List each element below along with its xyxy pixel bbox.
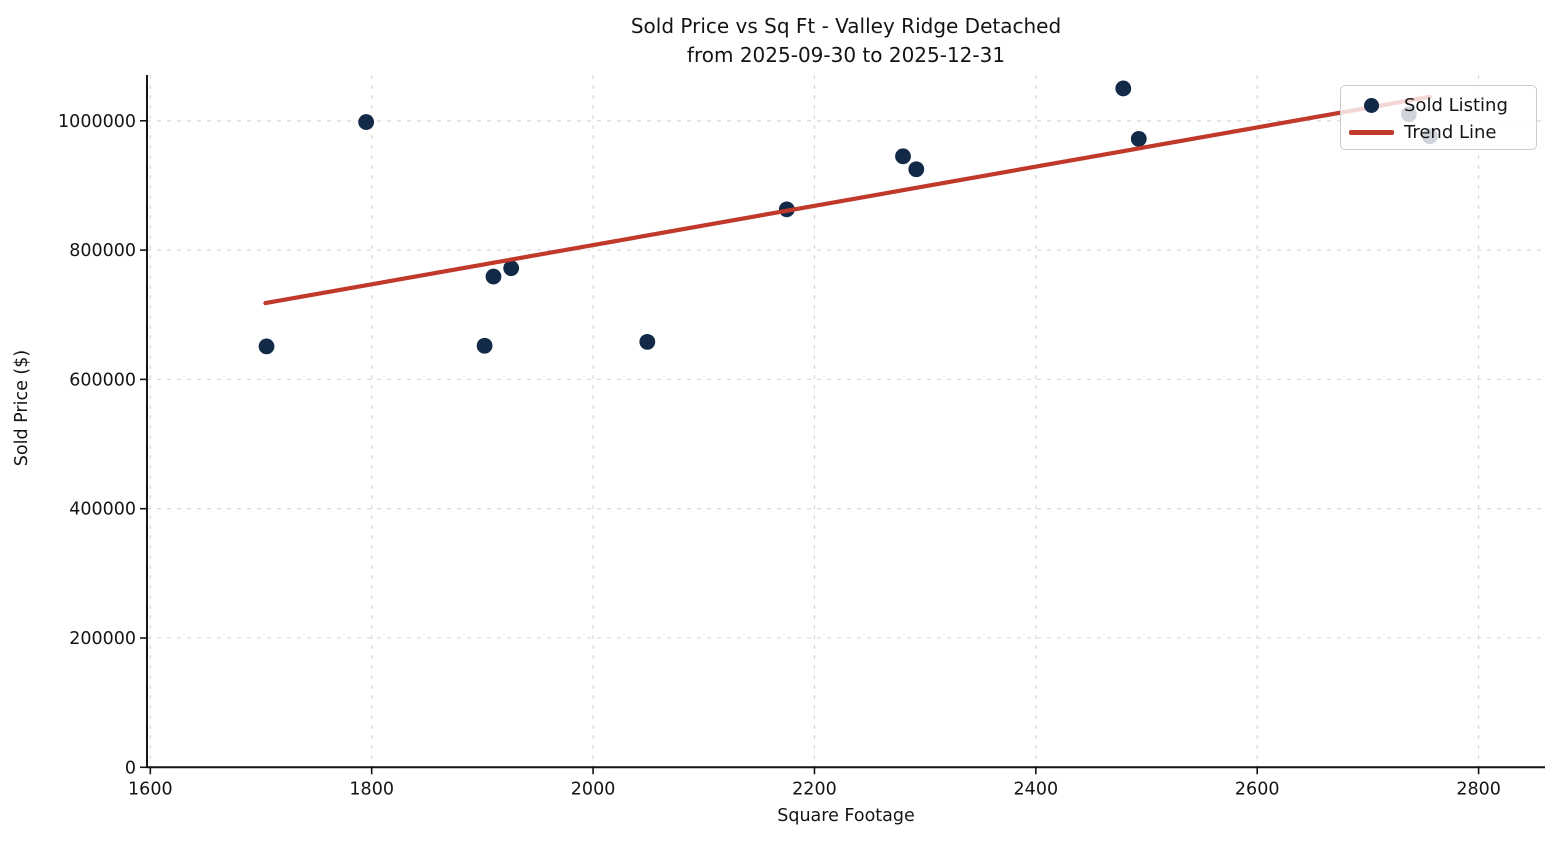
y-tick-label: 600000	[69, 370, 136, 390]
x-tick-label: 2400	[1014, 779, 1059, 799]
data-point	[503, 260, 520, 277]
data-point	[639, 333, 656, 350]
y-tick-label: 400000	[69, 500, 136, 520]
chart-title: Sold Price vs Sq Ft - Valley Ridge Detac…	[630, 14, 1062, 38]
chart-title-block: Sold Price vs Sq Ft - Valley Ridge Detac…	[147, 12, 1545, 70]
x-tick-label: 2000	[571, 779, 616, 799]
trend-line-marker-icon	[1349, 130, 1394, 135]
x-tick-label: 2200	[792, 779, 837, 799]
legend-label: Trend Line	[1404, 122, 1497, 143]
legend-handle	[1349, 98, 1394, 113]
x-tick-label: 2600	[1235, 779, 1280, 799]
legend: Sold Listing Trend Line	[1340, 85, 1537, 150]
x-axis-label: Square Footage	[777, 806, 915, 826]
legend-entry-sold-listing: Sold Listing	[1349, 92, 1526, 119]
sold-listing-marker-icon	[1364, 98, 1379, 113]
legend-label: Sold Listing	[1404, 95, 1508, 116]
data-point	[358, 114, 375, 130]
data-point	[1115, 80, 1132, 97]
data-point	[1130, 130, 1147, 147]
y-tick-label: 0	[125, 758, 136, 778]
y-tick-label: 1000000	[58, 112, 136, 132]
data-point	[476, 337, 493, 354]
trend-line	[263, 94, 1432, 306]
x-tick-label: 1600	[128, 779, 173, 799]
x-tick-label: 1800	[349, 779, 394, 799]
y-tick-label: 200000	[69, 629, 136, 649]
data-point	[895, 148, 911, 165]
y-axis-label: Sold Price ($)	[12, 349, 32, 467]
legend-handle	[1349, 130, 1394, 135]
y-tick-label: 800000	[69, 241, 136, 261]
data-point	[908, 161, 925, 178]
data-point	[258, 338, 275, 355]
data-point	[485, 268, 502, 285]
x-tick-label: 2800	[1456, 779, 1501, 799]
legend-entry-trend-line: Trend Line	[1349, 119, 1526, 146]
chart-subtitle: from 2025-09-30 to 2025-12-31	[686, 43, 1006, 67]
